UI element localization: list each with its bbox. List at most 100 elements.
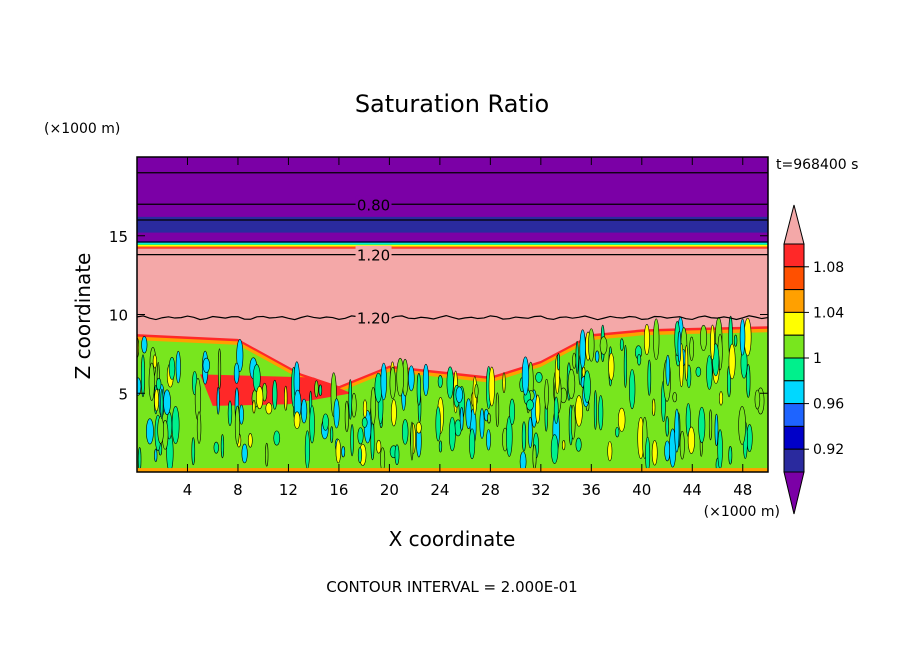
colorbar-box <box>783 243 805 268</box>
convective-streak <box>637 353 642 366</box>
convective-streak <box>236 339 244 372</box>
colorbar-box <box>783 448 805 473</box>
contour-label-bg <box>355 195 392 213</box>
convective-streak <box>728 343 736 380</box>
convective-streak <box>738 406 746 445</box>
convective-streak <box>438 440 443 453</box>
convective-streak <box>575 395 583 427</box>
convective-streak <box>220 434 225 459</box>
contour-label-bg <box>355 308 392 326</box>
convective-streak <box>370 386 376 425</box>
convective-streak <box>213 441 219 454</box>
convective-streak <box>647 359 652 396</box>
convective-streak <box>623 344 628 388</box>
convective-streak <box>252 399 256 414</box>
convective-streak <box>739 318 746 356</box>
x-tick-label: 24 <box>430 481 449 499</box>
convective-streak <box>227 400 233 427</box>
convective-streak <box>309 405 315 444</box>
convective-streak <box>579 329 586 369</box>
convective-streak <box>168 357 176 380</box>
surface-layer <box>137 468 768 472</box>
colorbar-box <box>783 357 805 382</box>
convective-streak <box>651 398 656 417</box>
convective-streak <box>175 350 181 384</box>
convective-streak <box>357 427 364 445</box>
convective-streak <box>695 366 702 377</box>
convective-streak <box>619 338 624 351</box>
time-label: t=968400 s <box>776 157 858 173</box>
contour-lines <box>137 172 768 321</box>
convective-streak <box>706 355 713 390</box>
convective-streak <box>344 400 349 433</box>
convective-streak <box>389 366 396 400</box>
convective-streak <box>330 426 334 444</box>
x-tick-label: 12 <box>279 481 298 499</box>
convective-streak <box>141 336 148 354</box>
colorbar-label: 0.96 <box>813 397 844 413</box>
convective-streak <box>322 413 329 431</box>
colorbar-box <box>783 311 805 336</box>
convective-streak <box>152 354 157 369</box>
convective-streak <box>474 383 479 399</box>
convective-streak <box>318 384 323 396</box>
convective-streak <box>535 372 543 383</box>
convective-streak <box>376 439 382 454</box>
convective-streak <box>595 350 600 363</box>
x-tick-label: 16 <box>329 481 348 499</box>
convective-streak <box>629 369 636 410</box>
convective-streak <box>255 386 264 410</box>
convective-streak <box>448 416 456 452</box>
convective-streak <box>380 447 386 472</box>
convective-streak <box>719 391 724 406</box>
convective-streak <box>380 362 387 401</box>
transition-stripe <box>137 242 768 244</box>
colorbar: 1.08 1.04 1 0.96 0.92 <box>783 204 844 515</box>
convective-streak <box>495 392 500 428</box>
convective-streak <box>572 352 577 369</box>
x-tick-label: 36 <box>582 481 601 499</box>
convective-streak <box>608 352 615 381</box>
convective-streak <box>435 406 441 442</box>
convective-streak <box>156 377 162 391</box>
convective-streak <box>265 442 269 467</box>
convective-streak <box>247 433 253 448</box>
contour-label-bg <box>355 245 392 263</box>
convective-streak <box>396 357 405 397</box>
convective-streak <box>408 365 415 392</box>
y-tick-label: 10 <box>109 307 128 325</box>
convective-streak <box>335 439 342 464</box>
convective-streak <box>196 411 202 444</box>
x-axis-ticks: 4 8 12 16 20 24 28 32 36 40 44 48 <box>183 157 752 499</box>
convective-streak <box>710 324 715 361</box>
contour-label: 1.20 <box>357 310 390 328</box>
convective-streak <box>746 364 751 398</box>
convective-streak <box>154 448 158 463</box>
x-tick-label: 40 <box>632 481 651 499</box>
x-tick-label: 4 <box>183 481 193 499</box>
convective-streak <box>679 430 685 460</box>
convective-streak <box>137 377 142 396</box>
convective-streak <box>437 375 443 388</box>
convective-streak <box>643 323 650 356</box>
convective-streak <box>544 378 549 410</box>
transition-stripe <box>137 246 768 248</box>
convective-streak <box>202 357 211 373</box>
transition-stripe <box>137 243 768 246</box>
convective-streak <box>273 430 281 446</box>
convective-streak <box>651 440 658 466</box>
x-axis-unit: (×1000 m) <box>704 504 780 520</box>
convective-streak <box>754 389 761 410</box>
contour-labels: 0.80 1.20 1.20 <box>355 195 392 328</box>
convective-streak <box>488 366 495 407</box>
convective-streak <box>350 424 354 457</box>
convective-streak <box>593 390 597 430</box>
convective-streak <box>689 336 694 361</box>
convective-streak <box>191 437 196 466</box>
chart-title: Saturation Ratio <box>355 90 549 118</box>
contour-label: 1.20 <box>357 247 390 265</box>
x-axis-title: X coordinate <box>389 527 516 551</box>
dry-band <box>137 216 768 233</box>
convective-streak <box>506 416 513 457</box>
